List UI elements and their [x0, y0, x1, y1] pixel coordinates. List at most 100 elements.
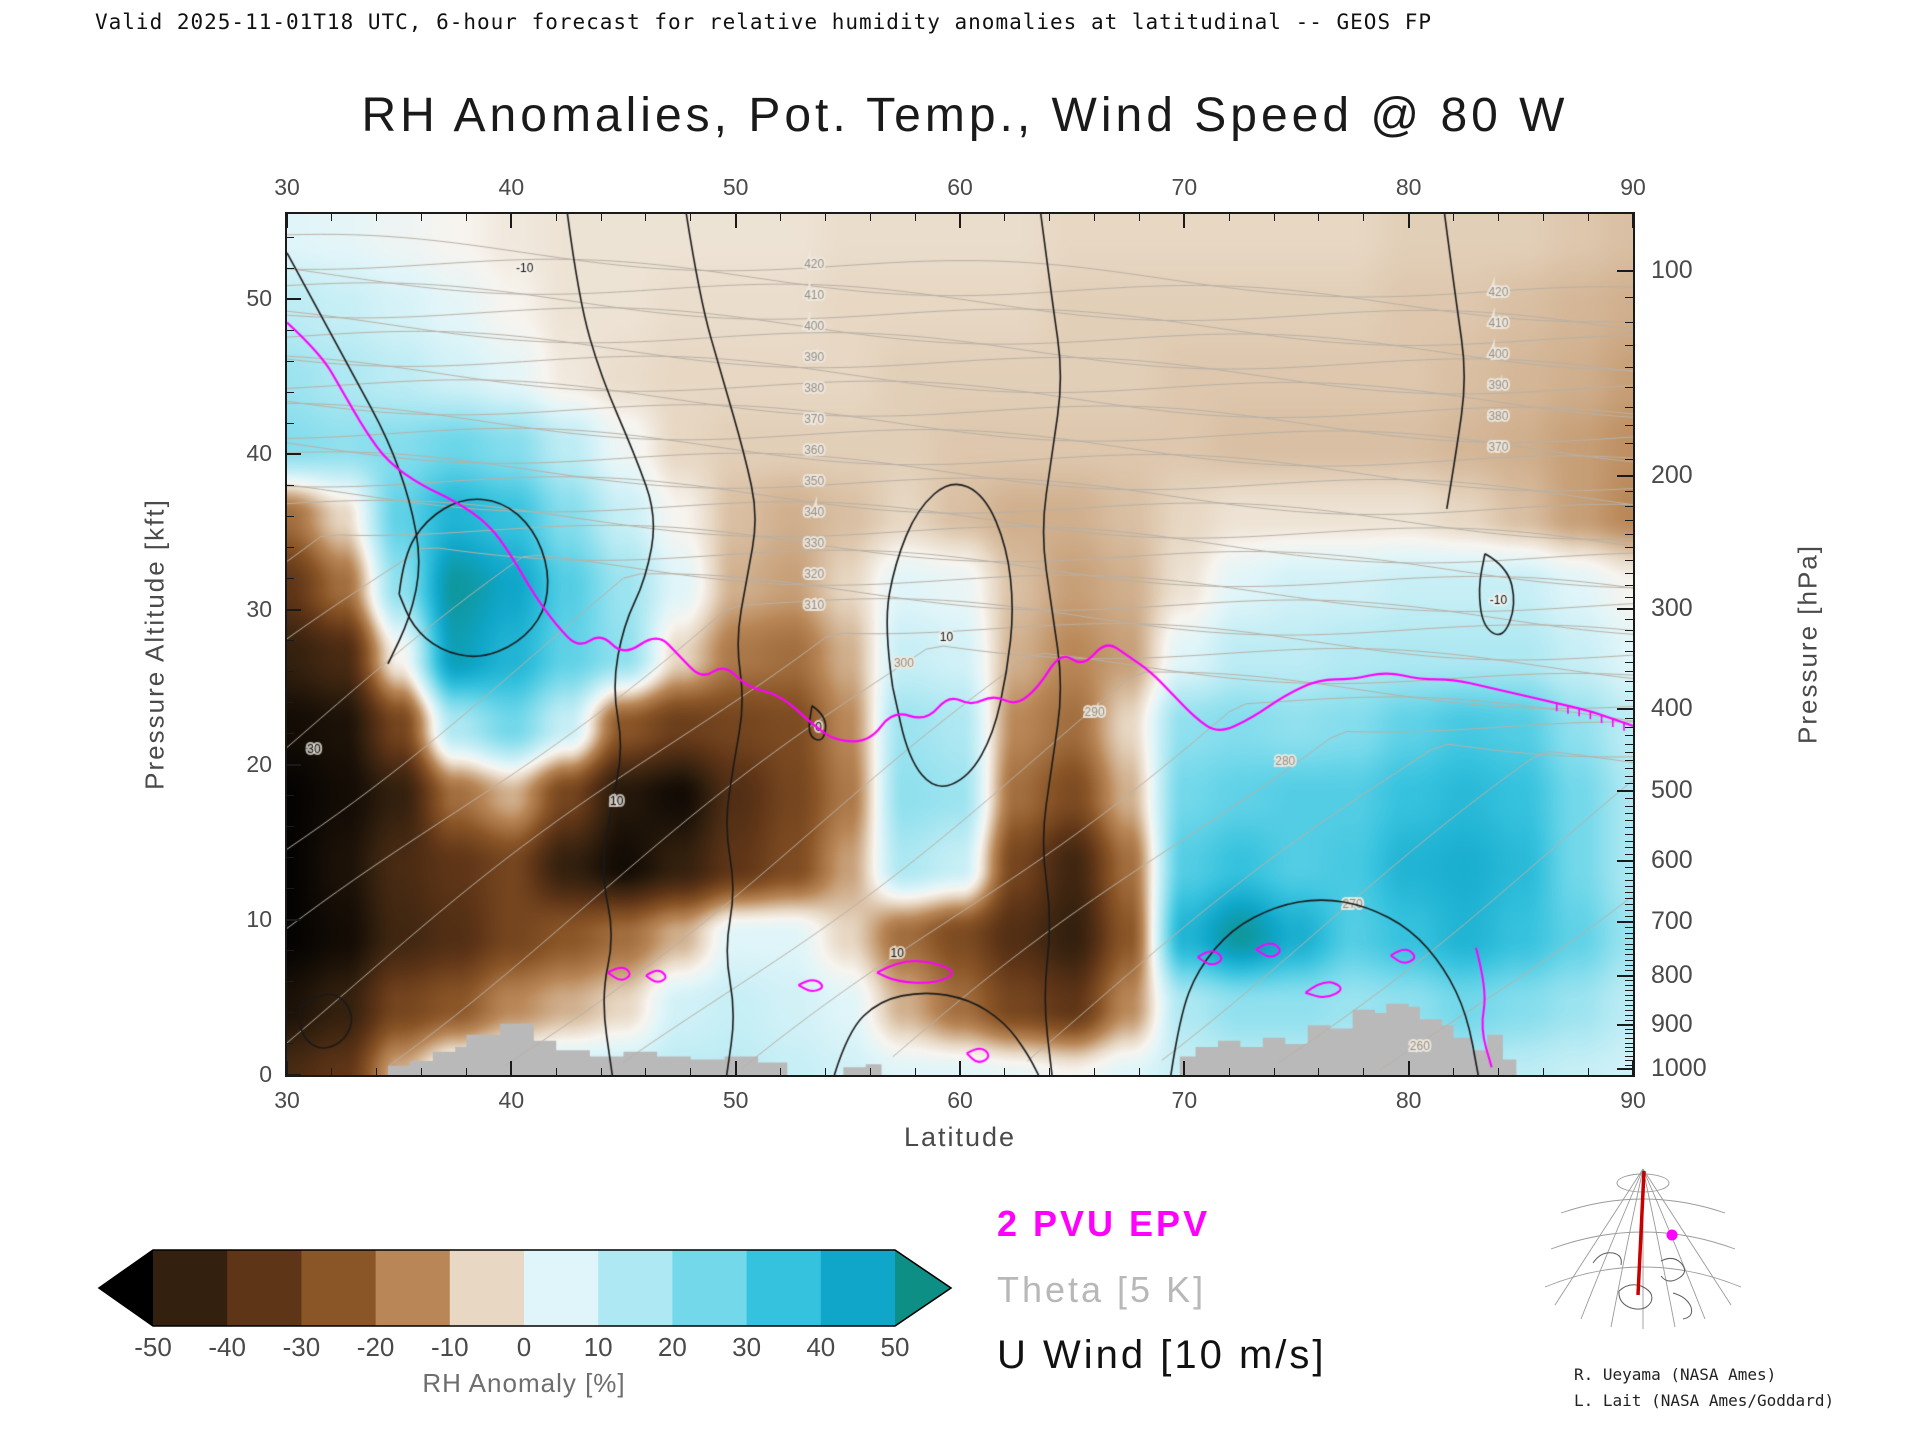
tick-mark — [1617, 859, 1633, 862]
tick-mark — [1625, 387, 1633, 389]
tick-mark — [331, 214, 333, 221]
colorbar-tick-label: -10 — [431, 1332, 469, 1362]
tick-mark — [1625, 690, 1633, 692]
tick-mark — [1273, 214, 1275, 221]
tick-mark — [734, 214, 737, 228]
tick-mark — [286, 1061, 288, 1075]
tick-mark — [1625, 873, 1633, 875]
tick-mark — [1625, 990, 1633, 992]
tick-label: 600 — [1651, 845, 1693, 874]
tick-mark — [1587, 1068, 1589, 1075]
tick-mark — [1625, 1000, 1633, 1002]
tick-mark — [287, 671, 294, 673]
tick-mark — [1625, 547, 1633, 549]
tick-mark — [287, 236, 294, 238]
tick-mark — [1625, 459, 1633, 461]
tick-mark — [287, 329, 294, 331]
tick-mark — [824, 214, 826, 221]
tick-label: 10 — [246, 905, 272, 932]
tick-mark — [1625, 879, 1633, 881]
tick-mark — [1625, 915, 1633, 917]
tick-mark — [287, 640, 294, 642]
map-coastlines — [1592, 1252, 1693, 1320]
tick-mark — [1625, 1042, 1633, 1044]
tick-mark — [1625, 520, 1633, 522]
tick-mark — [1625, 726, 1633, 728]
tick-mark — [1625, 938, 1633, 940]
tick-label: 30 — [274, 174, 300, 200]
colorbar-tick-label: -50 — [134, 1332, 172, 1362]
tick-mark — [1617, 790, 1633, 793]
tick-mark — [1625, 596, 1633, 598]
tick-mark — [1004, 1068, 1006, 1075]
tick-mark — [1625, 759, 1633, 761]
tick-mark — [1625, 425, 1633, 426]
tick-mark — [1625, 909, 1633, 911]
tick-label: 700 — [1651, 906, 1693, 935]
tick-mark — [1625, 1028, 1633, 1030]
tick-label: 20 — [246, 750, 272, 777]
tick-mark — [421, 1068, 423, 1075]
x-axis-label: Latitude — [903, 1122, 1017, 1152]
tick-mark — [1625, 641, 1633, 643]
tick-mark — [1625, 584, 1633, 586]
location-dot — [1666, 1229, 1678, 1241]
tick-mark — [1632, 1061, 1634, 1075]
tick-mark — [1617, 974, 1633, 977]
tick-mark — [287, 733, 294, 735]
tick-mark — [1625, 819, 1633, 821]
tick-mark — [1625, 798, 1633, 800]
tick-mark — [1625, 805, 1633, 807]
tick-mark — [1625, 853, 1633, 855]
tick-label: 0 — [259, 1061, 272, 1087]
tick-mark — [1625, 490, 1633, 492]
tick-mark — [645, 214, 647, 221]
heatmap-canvas — [287, 214, 1633, 1075]
tick-mark — [914, 214, 916, 221]
tick-mark — [287, 547, 294, 549]
tick-mark — [555, 1068, 557, 1075]
tick-mark — [1625, 897, 1633, 899]
tick-mark — [1049, 1068, 1051, 1075]
colorbar-label: RH Anomaly [%] — [422, 1368, 626, 1398]
tick-mark — [287, 1074, 301, 1076]
tick-mark — [287, 795, 294, 797]
tick-mark — [690, 214, 692, 221]
tick-mark — [1625, 959, 1633, 961]
tick-mark — [600, 214, 602, 221]
tick-mark — [1407, 1061, 1410, 1075]
tick-mark — [1625, 826, 1633, 828]
tick-mark — [1625, 954, 1633, 956]
legend: 2 PVU EPV Theta [5 K] U Wind [10 m/s] — [997, 1203, 1327, 1378]
tick-label: 70 — [1171, 1087, 1198, 1113]
tick-mark — [287, 267, 294, 269]
tick-mark — [959, 214, 961, 228]
tick-mark — [287, 391, 294, 393]
tick-mark — [331, 1068, 333, 1075]
tick-mark — [1587, 214, 1589, 221]
tick-mark — [287, 422, 294, 424]
y-left-axis-label: Pressure Altitude [kft] — [139, 498, 170, 790]
tick-label: 30 — [246, 595, 272, 622]
tick-mark — [1625, 980, 1633, 982]
tick-mark — [1094, 214, 1096, 221]
tick-mark — [287, 516, 294, 517]
tick-mark — [287, 453, 301, 456]
tick-mark — [1625, 1005, 1633, 1007]
tick-mark — [510, 214, 513, 228]
tick-mark — [1625, 322, 1633, 324]
tick-mark — [690, 1068, 692, 1075]
tick-mark — [1363, 214, 1365, 221]
cross-section-plot — [285, 212, 1635, 1077]
tick-mark — [376, 1068, 378, 1075]
tick-mark — [1625, 1060, 1633, 1062]
tick-mark — [1625, 619, 1633, 621]
tick-mark — [1625, 1038, 1633, 1039]
tick-label: 80 — [1395, 174, 1422, 200]
tick-mark — [1625, 985, 1633, 987]
tick-label: 400 — [1651, 694, 1693, 723]
colorbar-tick-label: -30 — [282, 1332, 321, 1362]
tick-mark — [914, 1068, 916, 1075]
tick-mark — [287, 763, 301, 766]
tick-mark — [1625, 751, 1633, 753]
